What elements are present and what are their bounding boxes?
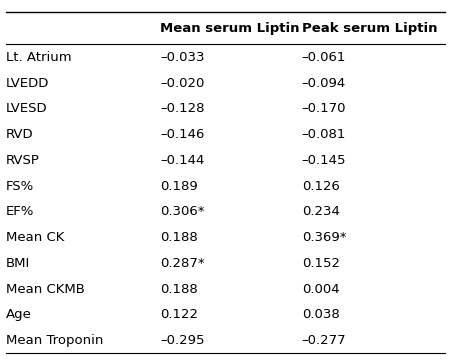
Text: –0.170: –0.170 bbox=[302, 102, 346, 115]
Text: Mean CKMB: Mean CKMB bbox=[6, 283, 85, 295]
Text: 0.188: 0.188 bbox=[161, 231, 198, 244]
Text: –0.277: –0.277 bbox=[302, 334, 346, 347]
Text: –0.020: –0.020 bbox=[161, 77, 205, 90]
Text: LVEDD: LVEDD bbox=[6, 77, 49, 90]
Text: 0.126: 0.126 bbox=[302, 180, 340, 193]
Text: 0.189: 0.189 bbox=[161, 180, 198, 193]
Text: –0.295: –0.295 bbox=[161, 334, 205, 347]
Text: –0.033: –0.033 bbox=[161, 51, 205, 64]
Text: RVSP: RVSP bbox=[6, 154, 40, 167]
Text: 0.004: 0.004 bbox=[302, 283, 340, 295]
Text: BMI: BMI bbox=[6, 257, 30, 270]
Text: Peak serum Liptin: Peak serum Liptin bbox=[302, 22, 437, 35]
Text: –0.144: –0.144 bbox=[161, 154, 205, 167]
Text: 0.306*: 0.306* bbox=[161, 205, 205, 218]
Text: Mean CK: Mean CK bbox=[6, 231, 64, 244]
Text: –0.146: –0.146 bbox=[161, 128, 205, 141]
Text: –0.081: –0.081 bbox=[302, 128, 346, 141]
Text: 0.038: 0.038 bbox=[302, 308, 340, 321]
Text: Age: Age bbox=[6, 308, 32, 321]
Text: Mean Troponin: Mean Troponin bbox=[6, 334, 103, 347]
Text: LVESD: LVESD bbox=[6, 102, 48, 115]
Text: 0.287*: 0.287* bbox=[161, 257, 205, 270]
Text: EF%: EF% bbox=[6, 205, 34, 218]
Text: –0.128: –0.128 bbox=[161, 102, 205, 115]
Text: Lt. Atrium: Lt. Atrium bbox=[6, 51, 71, 64]
Text: –0.094: –0.094 bbox=[302, 77, 346, 90]
Text: 0.369*: 0.369* bbox=[302, 231, 346, 244]
Text: 0.122: 0.122 bbox=[161, 308, 198, 321]
Text: RVD: RVD bbox=[6, 128, 34, 141]
Text: 0.152: 0.152 bbox=[302, 257, 340, 270]
Text: –0.061: –0.061 bbox=[302, 51, 346, 64]
Text: –0.145: –0.145 bbox=[302, 154, 346, 167]
Text: FS%: FS% bbox=[6, 180, 34, 193]
Text: Mean serum Liptin: Mean serum Liptin bbox=[161, 22, 300, 35]
Text: 0.234: 0.234 bbox=[302, 205, 340, 218]
Text: 0.188: 0.188 bbox=[161, 283, 198, 295]
